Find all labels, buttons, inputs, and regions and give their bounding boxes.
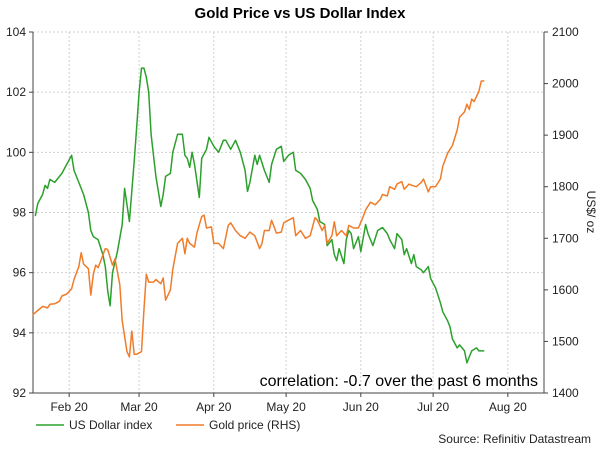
legend-label-us-dollar-index: US Dollar index (69, 418, 152, 432)
x-tick-label: Apr 20 (196, 400, 232, 414)
right-tick-label: 1700 (552, 231, 579, 245)
right-tick-label: 1800 (552, 180, 579, 194)
x-tick-label: Jul 20 (417, 400, 449, 414)
us-dollar-index-line (34, 67, 485, 364)
axes: 92 94 96 98 100 102 104 1400 1500 1600 1700 1800 190… (6, 25, 579, 414)
left-tick-label: 96 (13, 266, 27, 280)
left-tick-label: 102 (6, 85, 26, 99)
legend-label-gold-price: Gold price (RHS) (209, 418, 300, 432)
right-tick-label: 2000 (552, 77, 579, 91)
left-tick-label: 98 (13, 206, 27, 220)
left-tick-label: 94 (13, 326, 27, 340)
left-tick-label: 92 (13, 386, 27, 400)
right-tick-label: 2100 (552, 25, 579, 39)
right-tick-label: 1900 (552, 128, 579, 142)
grid (33, 31, 544, 393)
right-tick-label: 1600 (552, 283, 579, 297)
series-lines (32, 67, 485, 364)
correlation-annotation: correlation: -0.7 over the past 6 months (260, 373, 538, 390)
right-tick-label: 1400 (552, 386, 579, 400)
right-axis-label: US$/ oz (584, 191, 598, 234)
x-tick-label: Feb 20 (50, 400, 88, 414)
chart-title: Gold Price vs US Dollar Index (195, 5, 407, 22)
left-tick-label: 104 (6, 25, 26, 39)
legend: US Dollar index Gold price (RHS) (36, 418, 300, 432)
x-tick-label: Jun 20 (343, 400, 379, 414)
x-tick-label: May 20 (266, 400, 306, 414)
right-tick-label: 1500 (552, 334, 579, 348)
x-tick-label: Aug 20 (489, 400, 527, 414)
gold-price-line (32, 80, 485, 358)
left-tick-label: 100 (6, 145, 26, 159)
x-tick-label: Mar 20 (120, 400, 158, 414)
source-note: Source: Refinitiv Datastream (438, 432, 591, 446)
